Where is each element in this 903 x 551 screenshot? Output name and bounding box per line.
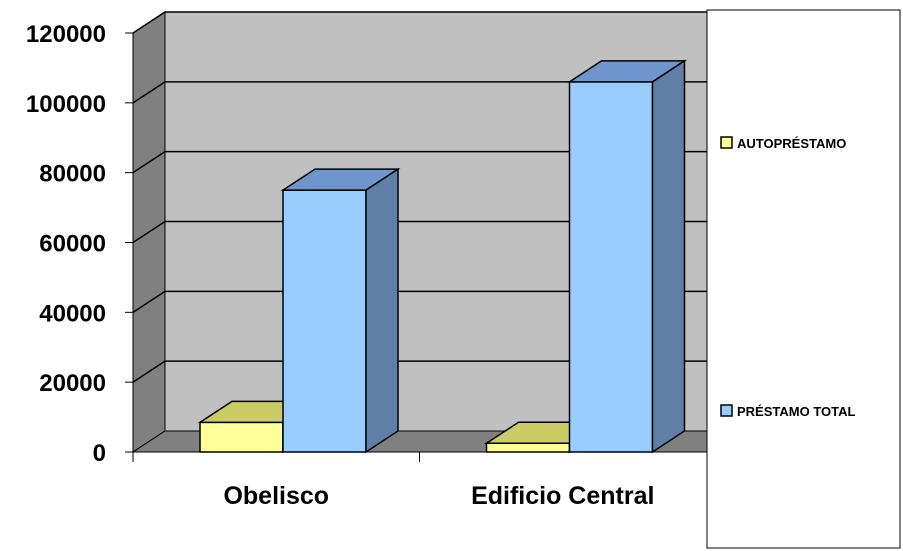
y-tick-label: 60000 xyxy=(39,231,106,258)
bar-side xyxy=(651,59,686,454)
gridlines xyxy=(132,11,738,383)
legend-box xyxy=(706,9,901,549)
bar xyxy=(566,59,688,454)
y-tick-label: 100000 xyxy=(26,91,106,118)
bar xyxy=(280,167,401,454)
y-tick-label: 120000 xyxy=(26,21,106,48)
gridline xyxy=(132,290,738,313)
bar-front xyxy=(199,421,284,453)
y-tick-label: 0 xyxy=(93,440,106,467)
x-category-labels: Obelisco Edificio Central xyxy=(223,482,654,510)
legend: AUTOPRÉSTAMO PRÉSTAMO TOTAL xyxy=(706,9,901,549)
gridline xyxy=(132,11,738,34)
bar-front xyxy=(568,81,654,453)
legend-swatch xyxy=(720,404,733,417)
gridline xyxy=(132,150,738,174)
legend-label: PRÉSTAMO TOTAL xyxy=(737,404,856,419)
bar-side xyxy=(365,167,399,454)
gridline xyxy=(132,81,738,104)
y-tick-label: 20000 xyxy=(39,370,106,397)
y-tick-labels: 0 20000 40000 60000 80000 100000 120000 xyxy=(26,21,106,467)
legend-swatch xyxy=(720,136,733,149)
gridline xyxy=(132,220,738,244)
y-tick-label: 80000 xyxy=(39,161,106,188)
y-tick-label: 40000 xyxy=(39,300,106,327)
x-category-label: Obelisco xyxy=(223,482,329,510)
legend-label: AUTOPRÉSTAMO xyxy=(737,136,846,151)
axes xyxy=(125,32,706,462)
x-category-label: Edificio Central xyxy=(471,482,654,510)
bar-front xyxy=(485,442,571,453)
bar-front xyxy=(282,189,367,453)
gridline xyxy=(132,360,738,383)
bars xyxy=(197,59,688,454)
